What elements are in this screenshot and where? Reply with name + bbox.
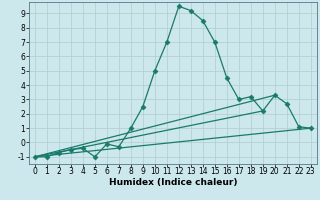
X-axis label: Humidex (Indice chaleur): Humidex (Indice chaleur) xyxy=(108,178,237,187)
